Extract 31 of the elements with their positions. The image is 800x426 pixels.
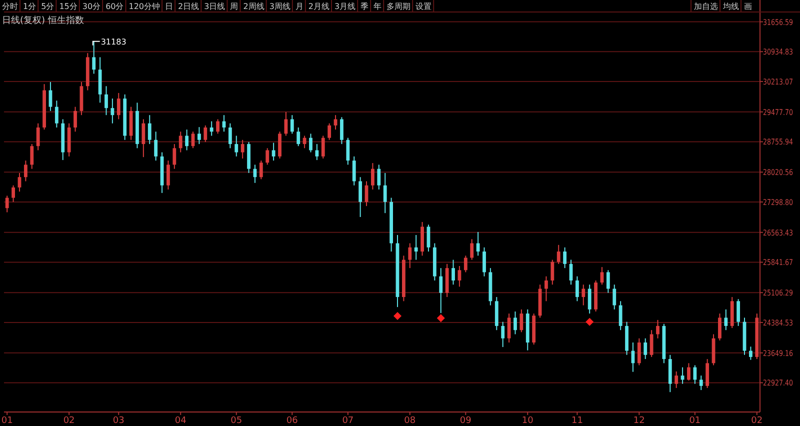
- y-tick-label: 28020.56: [763, 168, 800, 178]
- x-tick-label: 12: [633, 416, 645, 426]
- chart-title: 日线(复权) 恒生指数: [2, 15, 84, 26]
- x-tick-label: 04: [174, 416, 187, 426]
- x-tick-label: 01: [689, 416, 701, 426]
- x-tick-label: 05: [230, 416, 242, 426]
- x-tick-label: 02: [63, 416, 75, 426]
- x-tick-label: 11: [571, 416, 583, 426]
- peak-label: 31183: [92, 37, 126, 46]
- y-tick-label: 26563.43: [763, 228, 800, 238]
- y-tick-label: 28755.94: [763, 138, 800, 147]
- y-tick-label: 23649.16: [763, 348, 800, 358]
- x-tick-label: 06: [286, 416, 298, 426]
- x-tick-label: 07: [342, 416, 354, 426]
- x-tick-label: 02: [751, 416, 763, 426]
- toolbar: 分时 1分 5分 15分 30分 60分 120分钟 日 2日线 3日线 周 2周线 3周线 月 2月线 3月线 季 年 多周期 设置 加自选 均线 画: [2, 0, 752, 12]
- y-tick-label: 31656.59: [763, 18, 800, 27]
- y-tick-label: 29477.70: [763, 108, 800, 117]
- y-tick-label: 27298.80: [763, 198, 800, 207]
- y-tick-label: 22927.40: [763, 378, 800, 388]
- y-tick-label: 30213.07: [763, 77, 800, 86]
- x-tick-label: 03: [112, 416, 124, 426]
- x-tick-label: 10: [522, 416, 534, 426]
- annotation: 31183: [100, 37, 126, 46]
- x-tick-label: 09: [460, 416, 472, 426]
- y-tick-label: 25841.67: [763, 258, 800, 268]
- y-tick-label: 24384.53: [763, 318, 800, 328]
- y-tick-label: 30934.83: [763, 48, 800, 57]
- y-tick-label: 25106.29: [763, 288, 800, 298]
- x-tick-label: 01: [1, 416, 13, 426]
- x-tick-label: 08: [404, 416, 416, 426]
